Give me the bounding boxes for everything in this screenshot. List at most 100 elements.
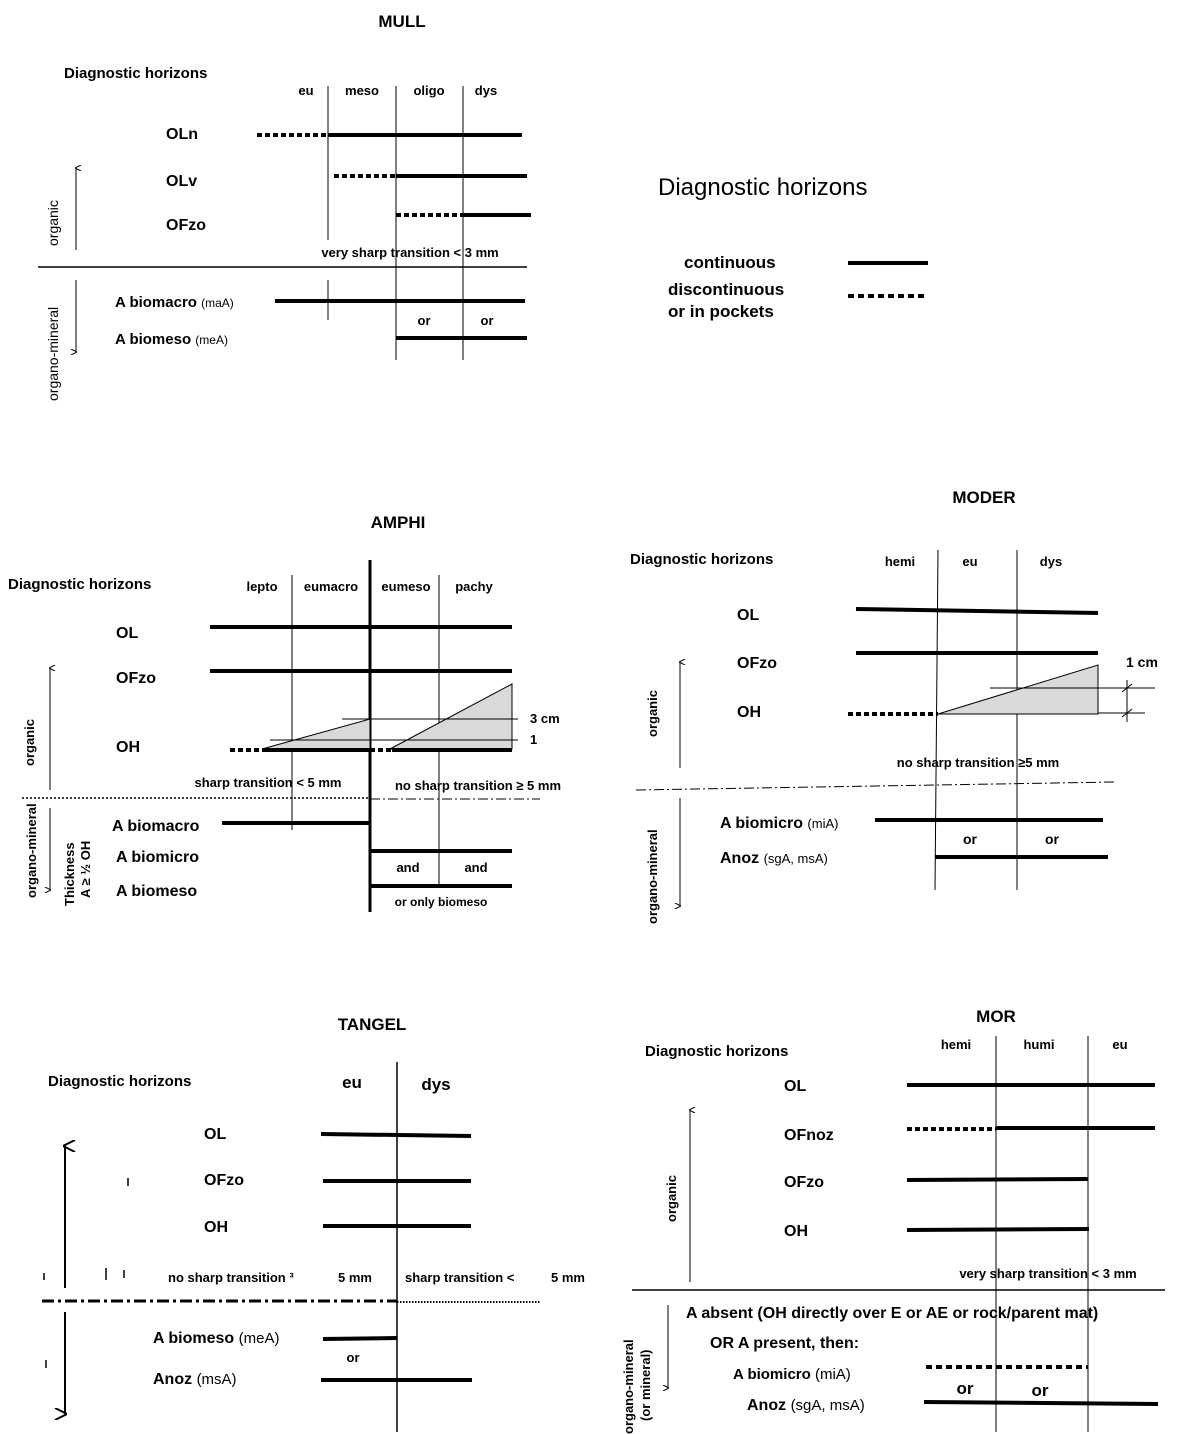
tangel-anoz: Anoz (msA): [153, 1371, 237, 1388]
moder-row-oh: OH: [737, 704, 761, 721]
mor-col-humi: humi: [1023, 1037, 1054, 1052]
moder-organo-mineral-label: organo-mineral: [645, 829, 660, 924]
tangel-ol-line: [320, 1132, 472, 1138]
tangel-title: TANGEL: [338, 1015, 407, 1034]
mull-col-meso: meso: [345, 83, 379, 98]
mull-row-oln: OLn: [166, 126, 198, 143]
mor-anoz: Anoz (sgA, msA): [747, 1397, 865, 1414]
tangel-sharp-transition: sharp transition <: [405, 1270, 515, 1285]
amphi-a-biomeso: A biomeso: [116, 883, 197, 900]
mor-organo-mineral-label: organo-mineral: [621, 1339, 636, 1434]
mull-a-biomacro: A biomacro (maA): [115, 294, 234, 311]
amphi-a-biomacro: A biomacro: [112, 818, 200, 835]
mor-col-eu: eu: [1112, 1037, 1127, 1052]
amphi-and-2: and: [464, 860, 487, 875]
mor-transition-label: very sharp transition < 3 mm: [959, 1266, 1136, 1281]
tangel-col-eu: eu: [342, 1073, 362, 1092]
mull-organic-label: organic: [45, 200, 61, 246]
mor-or-1: or: [957, 1379, 974, 1398]
tangel-nosharp-value: 5 mm: [338, 1270, 372, 1285]
moder-boundary: [635, 781, 1116, 791]
mull-or-2: or: [481, 313, 494, 328]
mull-row-ofzo: OFzo: [166, 217, 206, 234]
amphi-col-eumeso: eumeso: [381, 579, 430, 594]
amphi-row-ofzo: OFzo: [116, 670, 156, 687]
moder-col-dys: dys: [1040, 554, 1062, 569]
moder-a-biomicro: A biomicro (miA): [720, 815, 838, 832]
mor-row-ofnoz: OFnoz: [784, 1127, 834, 1144]
mor-a-biomicro: A biomicro (miA): [733, 1366, 851, 1383]
mull-panel: MULL Diagnostic horizons eu meso oligo d…: [38, 12, 531, 401]
mull-transition-label: very sharp transition < 3 mm: [321, 245, 498, 260]
tangel-col-dys: dys: [421, 1075, 450, 1094]
mull-or-1: or: [418, 313, 431, 328]
mor-or-2: or: [1032, 1381, 1049, 1400]
amphi-thickness-label: Thickness: [62, 842, 77, 906]
amphi-title: AMPHI: [371, 513, 426, 532]
mor-a-present: OR A present, then:: [710, 1335, 859, 1352]
moder-or-1: or: [963, 831, 978, 847]
amphi-oh-wedge-right: [389, 683, 513, 750]
mor-col-hemi: hemi: [941, 1037, 971, 1052]
moder-oh-wedge: [937, 664, 1099, 715]
mor-row-ofzo: OFzo: [784, 1174, 824, 1191]
moder-panel: MODER Diagnostic horizons hemi eu dys OL…: [630, 488, 1158, 924]
mor-or-mineral-label: (or mineral): [638, 1349, 653, 1421]
mor-a-absent: A absent (OH directly over E or AE or ro…: [686, 1305, 1098, 1322]
amphi-oh-wedge-left: [261, 718, 371, 750]
amphi-1-label: 1: [530, 732, 537, 747]
moder-ol-line: [855, 607, 1099, 615]
mor-panel: MOR Diagnostic horizons hemi humi eu OL …: [621, 1007, 1165, 1434]
mull-col-eu: eu: [298, 83, 313, 98]
moder-organic-label: organic: [645, 690, 660, 737]
tangel-diagnostic-label: Diagnostic horizons: [48, 1073, 191, 1090]
moder-diagnostic-label: Diagnostic horizons: [630, 551, 773, 568]
tangel-row-ol: OL: [204, 1126, 226, 1143]
amphi-3cm-label: 3 cm: [530, 711, 560, 726]
amphi-thickness-rule: A ≥ ½ OH: [78, 841, 93, 898]
mull-diagnostic-label: Diagnostic horizons: [64, 65, 207, 82]
amphi-sharp-transition: sharp transition < 5 mm: [194, 775, 341, 790]
legend-continuous-label: continuous: [684, 253, 776, 272]
tangel-nosharp-transition: no sharp transition ³: [168, 1270, 294, 1285]
amphi-organic-label: organic: [22, 719, 37, 766]
moder-anoz: Anoz (sgA, msA): [720, 850, 828, 867]
moder-col-eu: eu: [962, 554, 977, 569]
amphi-and-1: and: [396, 860, 419, 875]
moder-title: MODER: [952, 488, 1015, 507]
moder-divider: [934, 549, 939, 891]
mor-row-oh: OH: [784, 1223, 808, 1240]
mull-col-oligo: oligo: [413, 83, 444, 98]
amphi-col-lepto: lepto: [246, 579, 277, 594]
tangel-row-oh: OH: [204, 1219, 228, 1236]
legend-discontinuous-label: discontinuous: [668, 280, 784, 299]
tangel-or: or: [347, 1350, 360, 1365]
mor-title: MOR: [976, 1007, 1016, 1026]
moder-row-ofzo: OFzo: [737, 655, 777, 672]
mor-organic-label: organic: [664, 1175, 679, 1222]
mor-row-ol: OL: [784, 1078, 806, 1095]
mor-oh-line: [906, 1227, 1090, 1232]
tangel-biomeso-line: [322, 1336, 398, 1341]
mor-anoz-line: [923, 1400, 1159, 1406]
amphi-a-biomicro: A biomicro: [116, 849, 199, 866]
amphi-panel: AMPHI Diagnostic horizons lepto eumacro …: [8, 513, 561, 912]
tangel-sharp-value: 5 mm: [551, 1270, 585, 1285]
amphi-organo-mineral-label: organo-mineral: [24, 803, 39, 898]
amphi-diagnostic-label: Diagnostic horizons: [8, 576, 151, 593]
amphi-nosharp-transition: no sharp transition ≥ 5 mm: [395, 778, 561, 793]
mull-a-biomeso: A biomeso (meA): [115, 331, 228, 348]
legend-pockets-label: or in pockets: [668, 302, 774, 321]
moder-or-2: or: [1045, 831, 1060, 847]
mull-organo-mineral-label: organo-mineral: [45, 307, 61, 401]
mull-title: MULL: [378, 12, 425, 31]
mor-diagnostic-label: Diagnostic horizons: [645, 1043, 788, 1060]
moder-transition-label: no sharp transition ≥5 mm: [897, 755, 1059, 770]
mor-ofzo-line: [906, 1177, 1089, 1182]
tangel-panel: TANGEL Diagnostic horizons eu dys OL OFz…: [42, 1015, 585, 1432]
tangel-row-ofzo: OFzo: [204, 1172, 244, 1189]
amphi-col-eumacro: eumacro: [304, 579, 358, 594]
legend: Diagnostic horizons continuous discontin…: [658, 174, 928, 321]
mull-row-olv: OLv: [166, 173, 197, 190]
